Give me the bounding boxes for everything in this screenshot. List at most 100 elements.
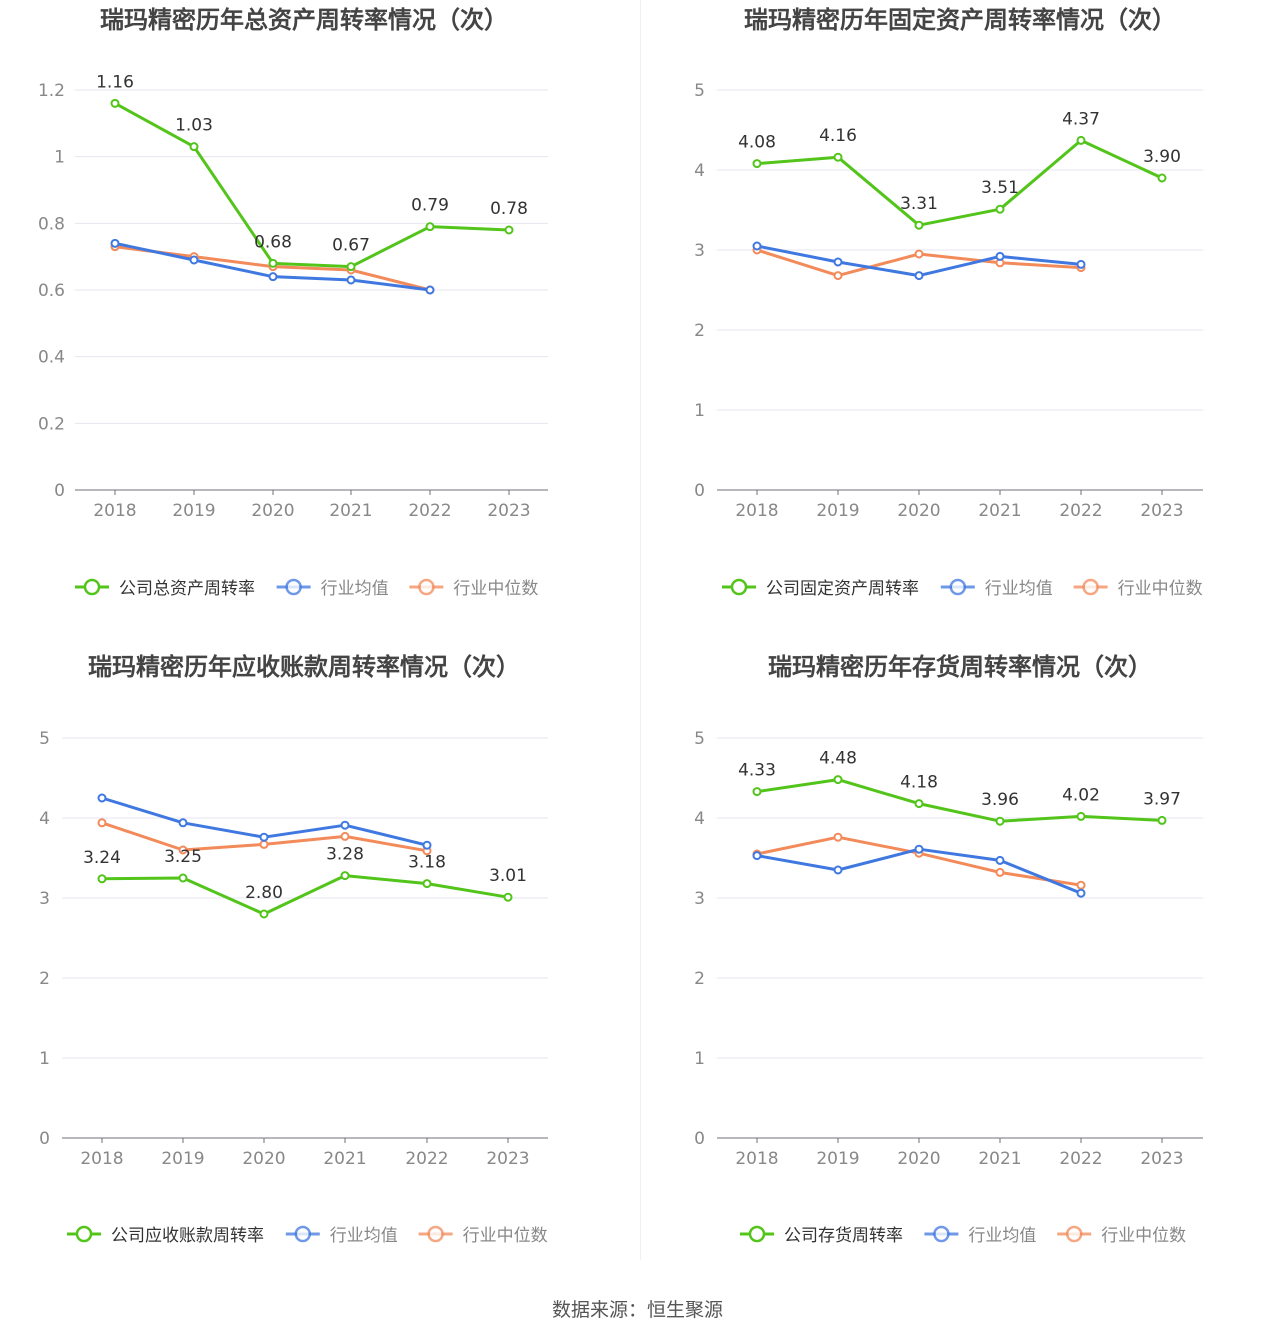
data-point-avg bbox=[914, 844, 924, 854]
panel-divider bbox=[640, 0, 641, 1260]
data-point-avg bbox=[189, 255, 199, 265]
legend-marker-icon bbox=[730, 578, 748, 596]
data-point-company bbox=[268, 258, 278, 268]
legend-marker-icon bbox=[294, 1225, 312, 1243]
data-point-company bbox=[1157, 815, 1167, 825]
y-tick-label: 1 bbox=[694, 1049, 705, 1069]
legend-item-median: 行业中位数 bbox=[1073, 578, 1203, 599]
x-tick-label: 2021 bbox=[329, 501, 372, 521]
data-point-company bbox=[259, 909, 269, 919]
series-line-company bbox=[101, 874, 509, 916]
data-point-avg bbox=[425, 285, 435, 295]
data-source-footer: 数据来源：恒生聚源 bbox=[551, 1299, 723, 1321]
data-label: 3.31 bbox=[900, 194, 938, 214]
data-point-company bbox=[1076, 811, 1086, 821]
y-tick-label: 4 bbox=[39, 809, 50, 829]
chart-title: 瑞玛精密历年应收账款周转率情况（次） bbox=[88, 653, 520, 681]
data-label: 1.03 bbox=[175, 116, 213, 136]
x-tick-label: 2022 bbox=[1059, 1149, 1102, 1169]
data-point-company bbox=[914, 220, 924, 230]
series-line-median bbox=[756, 835, 1082, 887]
legend-item-avg: 行业均值 bbox=[940, 578, 1053, 599]
y-tick-label: 2 bbox=[694, 969, 705, 989]
data-point-median bbox=[178, 845, 188, 855]
y-tick-label: 0.2 bbox=[38, 414, 65, 434]
legend-label: 行业中位数 bbox=[463, 1226, 548, 1246]
data-point-avg bbox=[833, 257, 843, 267]
legend-marker-icon bbox=[75, 1225, 93, 1243]
data-point-median bbox=[995, 867, 1005, 877]
y-tick-label: 3 bbox=[39, 889, 50, 909]
y-tick-label: 3 bbox=[694, 241, 705, 261]
y-tick-label: 1.2 bbox=[38, 81, 65, 101]
legend-item-avg: 行业均值 bbox=[924, 1225, 1036, 1246]
chart-panel-total-asset: 瑞玛精密历年总资产周转率情况（次） 0 0.2 0.4 0.6 0.8 1 1.2 2018 20… bbox=[0, 0, 637, 620]
legend-label: 行业中位数 bbox=[453, 579, 538, 599]
x-tick-label: 2019 bbox=[816, 1149, 859, 1169]
y-tick-label: 5 bbox=[694, 729, 705, 749]
x-tick-label: 2023 bbox=[1140, 501, 1183, 521]
data-point-avg bbox=[1076, 259, 1086, 269]
data-label: 3.01 bbox=[489, 866, 527, 886]
data-label: 1.16 bbox=[96, 72, 134, 92]
data-point-company bbox=[752, 159, 762, 169]
data-label: 3.96 bbox=[981, 790, 1019, 810]
data-label: 2.80 bbox=[245, 883, 283, 903]
legend-item-company: 公司应收账款周转率 bbox=[67, 1225, 264, 1246]
legend-item-avg: 行业均值 bbox=[276, 578, 389, 599]
chart-title: 瑞玛精密历年固定资产周转率情况（次） bbox=[744, 6, 1176, 34]
series-line-company bbox=[756, 138, 1163, 227]
chart-total-asset-turnover: 瑞玛精密历年总资产周转率情况（次） 0 0.2 0.4 0.6 0.8 1 1.2 2018 20… bbox=[38, 6, 548, 599]
chart-inventory-turnover: 瑞玛精密历年存货周转率情况（次） 0 1 2 3 4 5 2018 2019 2020 2021 20… bbox=[694, 653, 1203, 1246]
data-label: 0.68 bbox=[254, 232, 292, 252]
y-tick-label: 1 bbox=[54, 148, 65, 168]
data-label: 3.97 bbox=[1143, 789, 1181, 809]
data-point-company bbox=[425, 222, 435, 232]
data-point-company bbox=[504, 225, 514, 235]
x-tick-label: 2018 bbox=[93, 501, 136, 521]
y-tick-label: 2 bbox=[694, 321, 705, 341]
data-point-avg bbox=[259, 832, 269, 842]
y-tick-label: 1 bbox=[694, 401, 705, 421]
data-point-company bbox=[340, 871, 350, 881]
data-label: 3.24 bbox=[83, 848, 121, 868]
legend-label: 行业均值 bbox=[968, 1226, 1036, 1246]
data-point-avg bbox=[340, 820, 350, 830]
chart-panel-fixed-asset: 瑞玛精密历年固定资产周转率情况（次） 0 1 2 3 4 5 2018 2019 2020 2021… bbox=[640, 0, 1275, 620]
x-tick-label: 2021 bbox=[323, 1149, 366, 1169]
data-point-company bbox=[1157, 173, 1167, 183]
data-point-company bbox=[178, 873, 188, 883]
data-point-median bbox=[833, 271, 843, 281]
legend-marker-icon bbox=[418, 578, 435, 596]
y-tick-label: 3 bbox=[694, 889, 705, 909]
legend-label: 行业中位数 bbox=[1118, 579, 1203, 599]
data-point-avg bbox=[1076, 888, 1086, 898]
legend-item-median: 行业中位数 bbox=[409, 578, 538, 599]
x-tick-label: 2023 bbox=[486, 1149, 529, 1169]
legend-label: 行业均值 bbox=[330, 1226, 398, 1246]
data-point-avg bbox=[995, 251, 1005, 261]
legend-item-avg: 行业均值 bbox=[285, 1225, 398, 1246]
legend-label: 行业均值 bbox=[985, 579, 1053, 599]
x-tick-label: 2018 bbox=[735, 501, 778, 521]
data-point-company bbox=[995, 816, 1005, 826]
data-point-company bbox=[503, 892, 513, 902]
legend-item-median: 行业中位数 bbox=[1057, 1225, 1186, 1246]
y-tick-label: 0.4 bbox=[38, 348, 65, 368]
legend-item-company: 公司固定资产周转率 bbox=[722, 578, 919, 599]
data-point-company bbox=[914, 799, 924, 809]
y-tick-label: 0 bbox=[694, 481, 705, 501]
legend-label: 公司固定资产周转率 bbox=[766, 579, 919, 599]
data-label: 4.33 bbox=[738, 761, 776, 781]
x-tick-label: 2023 bbox=[487, 501, 530, 521]
y-tick-label: 1 bbox=[39, 1049, 50, 1069]
data-point-median bbox=[1076, 880, 1086, 890]
data-point-avg bbox=[110, 238, 120, 248]
data-label: 3.51 bbox=[981, 178, 1019, 198]
x-tick-label: 2021 bbox=[978, 501, 1021, 521]
data-point-avg bbox=[422, 840, 432, 850]
legend-marker-icon bbox=[1082, 578, 1099, 596]
data-point-company bbox=[97, 874, 107, 884]
data-label: 3.90 bbox=[1143, 147, 1181, 167]
data-label: 4.02 bbox=[1062, 785, 1100, 805]
